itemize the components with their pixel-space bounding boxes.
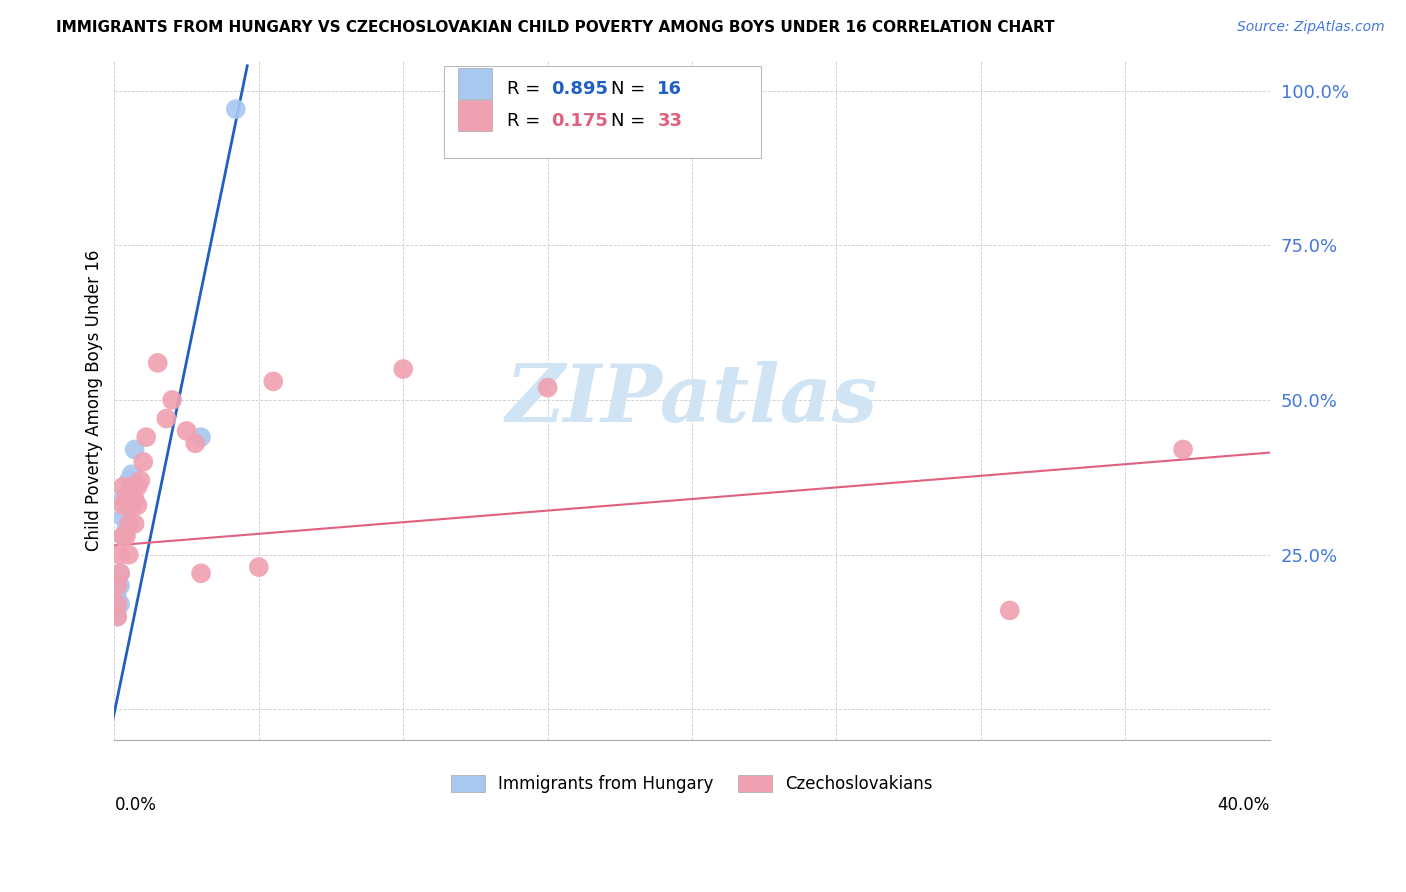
Point xyxy=(115,523,138,537)
Point xyxy=(1171,442,1194,457)
Point xyxy=(262,375,284,389)
Text: R =: R = xyxy=(508,112,546,130)
Point xyxy=(247,560,270,574)
Point xyxy=(121,498,143,512)
Text: 0.895: 0.895 xyxy=(551,80,609,98)
Point xyxy=(112,498,135,512)
Point xyxy=(121,480,143,494)
Point xyxy=(118,548,141,562)
Text: IMMIGRANTS FROM HUNGARY VS CZECHOSLOVAKIAN CHILD POVERTY AMONG BOYS UNDER 16 COR: IMMIGRANTS FROM HUNGARY VS CZECHOSLOVAKI… xyxy=(56,20,1054,35)
Point xyxy=(132,455,155,469)
Point xyxy=(112,480,135,494)
Text: 33: 33 xyxy=(658,112,682,130)
Point xyxy=(225,102,247,116)
Text: 40.0%: 40.0% xyxy=(1218,796,1270,814)
Point xyxy=(112,529,135,543)
Text: 0.175: 0.175 xyxy=(551,112,607,130)
Point xyxy=(108,579,131,593)
Point xyxy=(108,566,131,581)
Point xyxy=(105,609,128,624)
Point xyxy=(124,516,146,531)
Point xyxy=(121,467,143,482)
Point xyxy=(112,529,135,543)
Point xyxy=(105,579,128,593)
Point xyxy=(118,516,141,531)
Point xyxy=(115,491,138,506)
Point xyxy=(127,498,149,512)
Bar xyxy=(457,69,492,99)
Text: R =: R = xyxy=(508,80,546,98)
Text: 0.0%: 0.0% xyxy=(114,796,156,814)
Point xyxy=(392,362,415,376)
Point xyxy=(124,491,146,506)
Point xyxy=(118,474,141,488)
Point xyxy=(108,566,131,581)
Point xyxy=(190,566,212,581)
FancyBboxPatch shape xyxy=(444,66,762,158)
Point xyxy=(127,480,149,494)
Point xyxy=(115,491,138,506)
Point xyxy=(160,392,183,407)
Point xyxy=(112,491,135,506)
Point xyxy=(537,381,560,395)
Point xyxy=(105,609,128,624)
Point xyxy=(108,548,131,562)
Point xyxy=(176,424,198,438)
Point xyxy=(105,597,128,611)
Point xyxy=(105,591,128,605)
Point xyxy=(135,430,157,444)
Point xyxy=(105,579,128,593)
Text: ZIPatlas: ZIPatlas xyxy=(506,361,879,439)
Text: N =: N = xyxy=(612,112,651,130)
Bar xyxy=(457,101,492,131)
Text: N =: N = xyxy=(612,80,651,98)
Y-axis label: Child Poverty Among Boys Under 16: Child Poverty Among Boys Under 16 xyxy=(86,249,103,550)
Point xyxy=(190,430,212,444)
Point xyxy=(998,603,1021,617)
Point xyxy=(155,411,177,425)
Point xyxy=(115,529,138,543)
Text: 16: 16 xyxy=(658,80,682,98)
Point xyxy=(108,597,131,611)
Point xyxy=(124,442,146,457)
Point xyxy=(129,474,152,488)
Point xyxy=(146,356,169,370)
Point xyxy=(184,436,207,450)
Point xyxy=(112,510,135,524)
Legend: Immigrants from Hungary, Czechoslovakians: Immigrants from Hungary, Czechoslovakian… xyxy=(444,769,939,800)
Text: Source: ZipAtlas.com: Source: ZipAtlas.com xyxy=(1237,20,1385,34)
